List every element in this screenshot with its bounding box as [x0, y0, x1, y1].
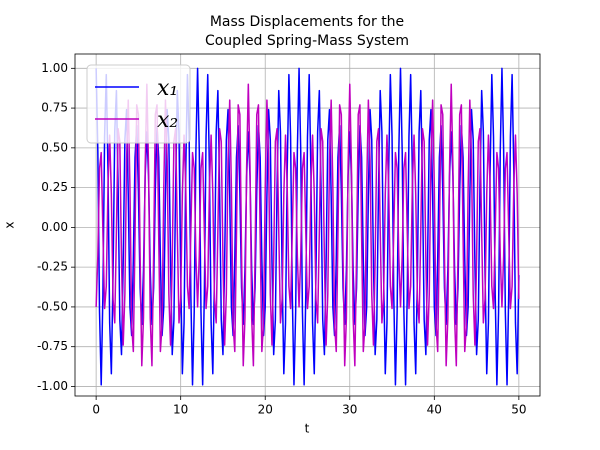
y-tick-label: 0.25	[41, 180, 68, 194]
y-axis-label: x	[3, 221, 17, 228]
x-tick-label: 10	[173, 403, 188, 417]
y-tick-label: -0.25	[37, 260, 68, 274]
y-tick-label: 0.50	[41, 140, 68, 154]
legend-box	[86, 64, 191, 144]
y-tick-label: 0.75	[41, 101, 68, 115]
x-tick-label: 20	[258, 403, 273, 417]
plot-frame	[74, 53, 541, 397]
x-axis-label: t	[305, 422, 310, 436]
x-tick-label: 50	[511, 403, 526, 417]
y-tick-label: 0.00	[41, 220, 68, 234]
legend-label: x₂	[157, 108, 178, 133]
y-tick-label: -0.50	[37, 299, 68, 313]
y-tick-label: 1.00	[41, 61, 68, 75]
x-tick-label: 0	[92, 403, 100, 417]
chart-title: Mass Displacements for the	[210, 14, 404, 30]
y-tick-label: -1.00	[37, 379, 68, 393]
y-tick-label: -0.75	[37, 339, 68, 353]
x-tick-label: 30	[342, 403, 357, 417]
chart-title: Coupled Spring-Mass System	[205, 33, 409, 49]
x-tick-label: 40	[427, 403, 442, 417]
legend-label: x₁	[157, 76, 178, 101]
